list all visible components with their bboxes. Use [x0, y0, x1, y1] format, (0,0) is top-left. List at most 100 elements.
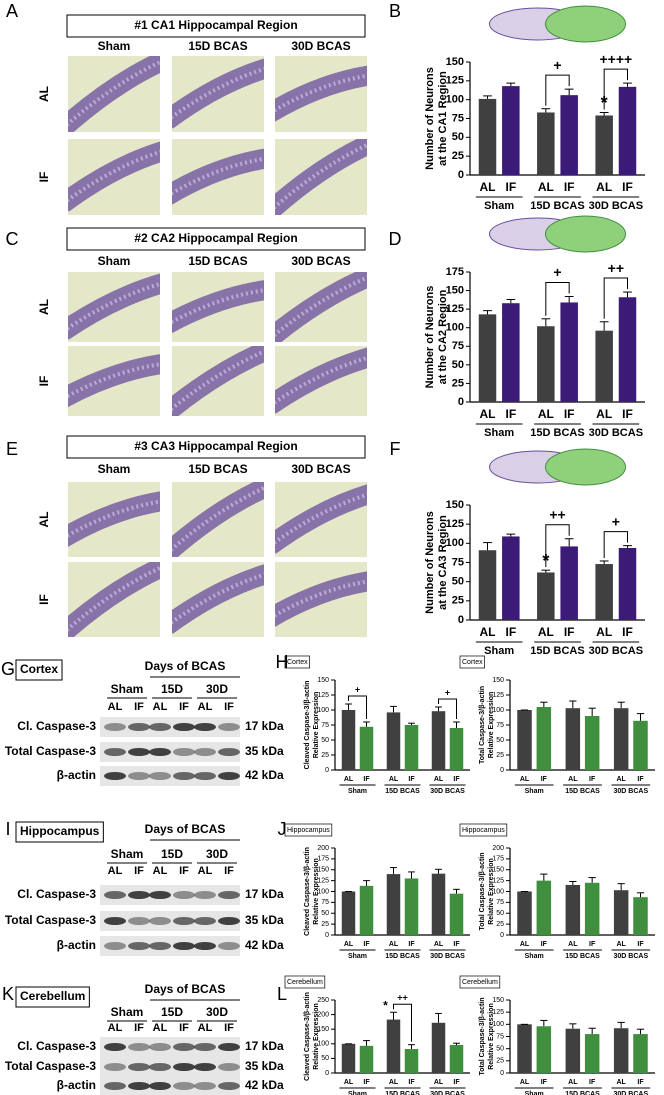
blot-group: Sham	[111, 1005, 144, 1019]
error-bar	[564, 538, 574, 547]
blot-lane: AL	[108, 701, 123, 713]
x-tick-label: AL	[596, 625, 612, 639]
y-tick-label: 25	[496, 752, 504, 759]
bar	[502, 536, 520, 620]
error-bar	[623, 545, 632, 548]
y-axis-label: Relative Expression	[488, 858, 495, 925]
bar	[341, 1043, 356, 1073]
y-tick-label: 0	[500, 932, 504, 939]
y-tick-label: 125	[492, 692, 504, 699]
x-tick-label: IF	[505, 180, 516, 194]
chart-region: Hippocampus	[462, 827, 505, 834]
bar	[537, 326, 555, 402]
y-tick-label: 75	[321, 722, 329, 729]
blot-lane: IF	[134, 701, 144, 713]
blot-lane: AL	[198, 865, 213, 877]
row-label: IF	[37, 376, 51, 387]
tissue-texture	[68, 149, 160, 203]
y-axis-label: Total Caspase-3/β-actin	[479, 686, 486, 764]
x-tick-label: IF	[363, 1079, 370, 1086]
blot-band	[194, 1043, 216, 1051]
panel-letter: J	[278, 819, 287, 839]
y-tick-label: 50	[321, 737, 329, 744]
error-bar	[617, 1021, 625, 1029]
blot-lane: AL	[108, 1022, 123, 1034]
error-bar	[390, 705, 397, 713]
significance-plus: +	[355, 684, 360, 694]
bar	[431, 711, 446, 770]
x-tick-label: AL	[538, 407, 554, 421]
x-tick-label: AL	[389, 941, 399, 948]
group-label: Sham	[525, 788, 544, 795]
y-axis-label: at the CA3 Region	[437, 515, 449, 610]
y-tick-label: 150	[317, 867, 329, 874]
panel-letter: A	[6, 1, 18, 21]
bar	[536, 1026, 552, 1073]
blot-lane: IF	[179, 865, 189, 877]
y-tick-label: 25	[452, 377, 464, 389]
error-bar	[435, 1012, 442, 1023]
row-label: AL	[37, 512, 51, 528]
error-bar	[569, 1023, 577, 1029]
bar	[359, 726, 374, 770]
chart-region: Cortex	[287, 659, 308, 666]
blot-group: 15D	[161, 847, 183, 861]
bracket	[545, 282, 570, 316]
y-tick-label: 100	[446, 94, 464, 106]
y-axis-label: Cleaved Caspase-3/β-actin	[304, 992, 311, 1081]
bracket	[545, 74, 570, 106]
y-tick-label: 125	[446, 303, 464, 315]
blot-size: 35 kDa	[245, 913, 284, 927]
blot-band	[149, 891, 171, 899]
tissue-texture	[68, 565, 160, 632]
bar	[431, 873, 446, 935]
error-bar	[345, 703, 352, 710]
column-label: 15D BCAS	[188, 39, 247, 53]
tissue-band	[172, 346, 264, 416]
blot-band	[194, 917, 216, 925]
region-box	[459, 975, 501, 989]
group-label: Sham	[348, 1091, 367, 1095]
group-label: 15D BCAS	[565, 1091, 600, 1095]
micrograph-title: #3 CA3 Hippocampal Region	[134, 439, 297, 453]
x-tick-label: IF	[637, 776, 644, 783]
panel-letter: C	[6, 229, 19, 249]
y-axis-label: Total Caspase-3/β-actin	[479, 997, 486, 1075]
blot-header: Days of BCAS	[145, 822, 226, 836]
x-tick-label: IF	[505, 407, 516, 421]
blot-band	[128, 772, 150, 780]
blot-group: Sham	[111, 682, 144, 696]
error-bar	[540, 873, 548, 881]
column-label: Sham	[98, 39, 131, 53]
title-box	[66, 14, 366, 38]
error-bar	[599, 560, 609, 565]
error-bar	[435, 868, 442, 874]
column-label: Sham	[98, 254, 131, 268]
group-label: Sham	[484, 200, 514, 212]
bracket	[438, 698, 457, 719]
blot-band	[194, 772, 216, 780]
blot-strip	[100, 911, 240, 931]
y-tick-label: 75	[496, 899, 504, 906]
error-bar	[541, 569, 551, 573]
error-bar	[506, 298, 516, 304]
blot-band	[173, 772, 195, 780]
blot-band	[218, 1043, 240, 1051]
tissue-texture	[275, 142, 367, 210]
y-axis-label: Total Caspase-3/β-actin	[479, 852, 486, 930]
y-axis-label: Relative Expression	[313, 858, 320, 925]
y-axis-label: Number of Neurons	[424, 286, 436, 389]
blot-band	[218, 891, 240, 899]
blot-band	[149, 1043, 171, 1051]
y-tick-label: 125	[446, 75, 464, 87]
y-tick-label: 75	[452, 556, 464, 568]
region-box	[284, 823, 333, 837]
blot-band	[194, 1082, 216, 1090]
significance-star: *	[601, 93, 608, 113]
y-tick-label: 100	[317, 888, 329, 895]
panel-letter: G	[1, 659, 15, 679]
blot-band	[149, 942, 171, 950]
blot-protein: Total Caspase-3	[5, 1059, 96, 1073]
y-tick-label: 125	[317, 692, 329, 699]
bar	[560, 95, 578, 175]
